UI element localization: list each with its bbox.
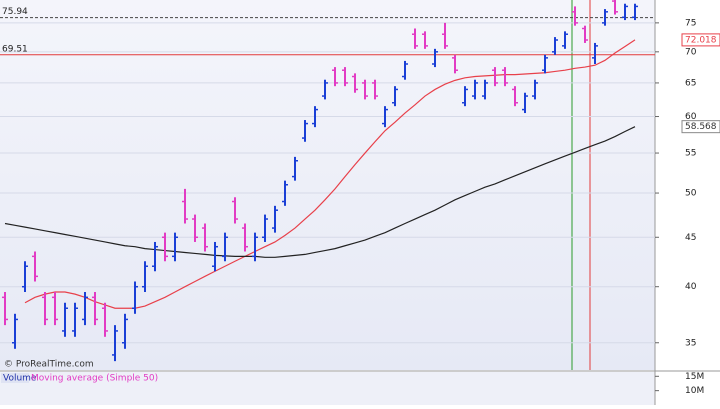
y-tick-label: 35 bbox=[685, 338, 696, 348]
bars bbox=[2, 0, 638, 362]
volume-title: Volume bbox=[3, 374, 37, 384]
price-level-label: 69.51 bbox=[2, 44, 28, 54]
y-tick-label: 40 bbox=[685, 282, 697, 292]
y-tick-label: 55 bbox=[685, 149, 696, 159]
legend-box bbox=[1, 373, 29, 383]
moving-average bbox=[24, 39, 636, 309]
volume-area bbox=[0, 372, 655, 405]
last-value-box bbox=[681, 120, 720, 134]
last-value-label: 58.568 bbox=[685, 122, 717, 132]
price-level-label: 75.94 bbox=[2, 7, 28, 17]
y-tick-label: 70 bbox=[685, 47, 697, 57]
y-tick-label: 65 bbox=[685, 78, 696, 88]
plot-area bbox=[0, 0, 655, 370]
watermark: © ProRealTime.com bbox=[4, 360, 94, 370]
volume-tick-label: 15M bbox=[685, 372, 704, 382]
y-tick-label: 75 bbox=[685, 18, 696, 28]
lines bbox=[0, 17, 655, 309]
y-tick-label: 45 bbox=[685, 233, 696, 243]
last-value-box bbox=[681, 33, 720, 47]
y-tick-label: 60 bbox=[685, 112, 697, 122]
volume-indicator: Moving average (Simple 50) bbox=[31, 374, 158, 384]
volume-tick-label: 10M bbox=[685, 386, 704, 396]
last-value-label: 72.018 bbox=[685, 35, 717, 45]
moving-average bbox=[4, 126, 636, 258]
y-tick-label: 50 bbox=[685, 189, 697, 199]
